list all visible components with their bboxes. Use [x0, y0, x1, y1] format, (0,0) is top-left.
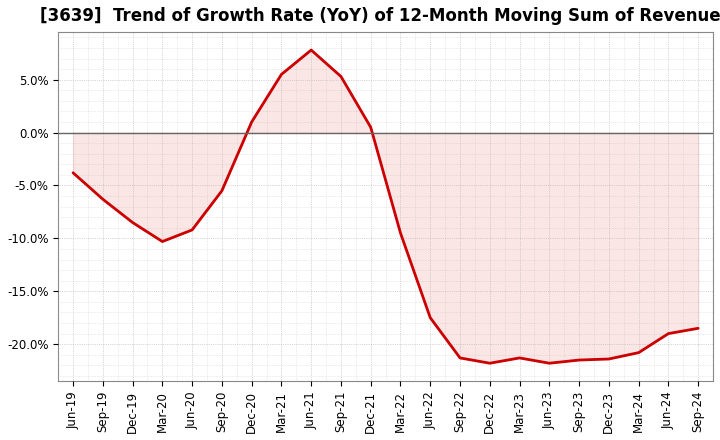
Title: [3639]  Trend of Growth Rate (YoY) of 12-Month Moving Sum of Revenues: [3639] Trend of Growth Rate (YoY) of 12-… — [40, 7, 720, 25]
